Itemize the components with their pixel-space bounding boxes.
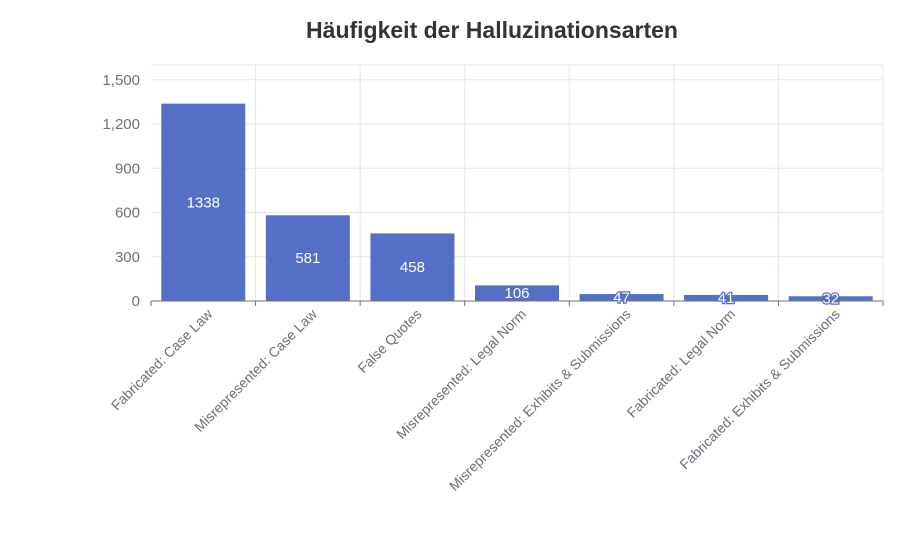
data-label: 47 [613, 290, 630, 307]
x-tick-label: Fabricated: Case Law [108, 305, 216, 413]
bar[interactable] [161, 103, 246, 302]
y-tick-label: 0 [132, 293, 140, 310]
grid [151, 64, 884, 301]
y-tick-label: 1,200 [102, 116, 140, 133]
y-tick-label: 300 [115, 249, 140, 266]
bar[interactable] [579, 294, 664, 301]
data-label: 581 [295, 250, 320, 267]
data-label: 458 [400, 259, 425, 276]
axes: 0 300 600 900 1,200 1,500 [102, 72, 884, 310]
y-tick-label: 1,500 [102, 72, 140, 89]
bars [161, 103, 873, 302]
x-tick-label: Misrepresented: Exhibits & Submissions [446, 306, 634, 494]
bar[interactable] [370, 233, 455, 301]
bar[interactable] [684, 294, 769, 301]
x-tick-label: Misrepresented: Case Law [191, 305, 321, 435]
bar[interactable] [788, 296, 873, 301]
data-label: 1338 [187, 194, 220, 211]
y-tick-label: 900 [115, 160, 140, 177]
x-tick-label: Fabricated: Legal Norm [624, 306, 739, 421]
x-tick-label: False Quotes [354, 306, 424, 376]
y-tick-label: 600 [115, 205, 140, 222]
data-label: 106 [504, 285, 529, 302]
bar[interactable] [265, 215, 350, 301]
data-label: 32 [822, 291, 839, 308]
bar[interactable] [475, 285, 559, 301]
chart-title: Häufigkeit der Halluzinationsarten [306, 17, 678, 43]
data-label: 41 [718, 290, 735, 307]
